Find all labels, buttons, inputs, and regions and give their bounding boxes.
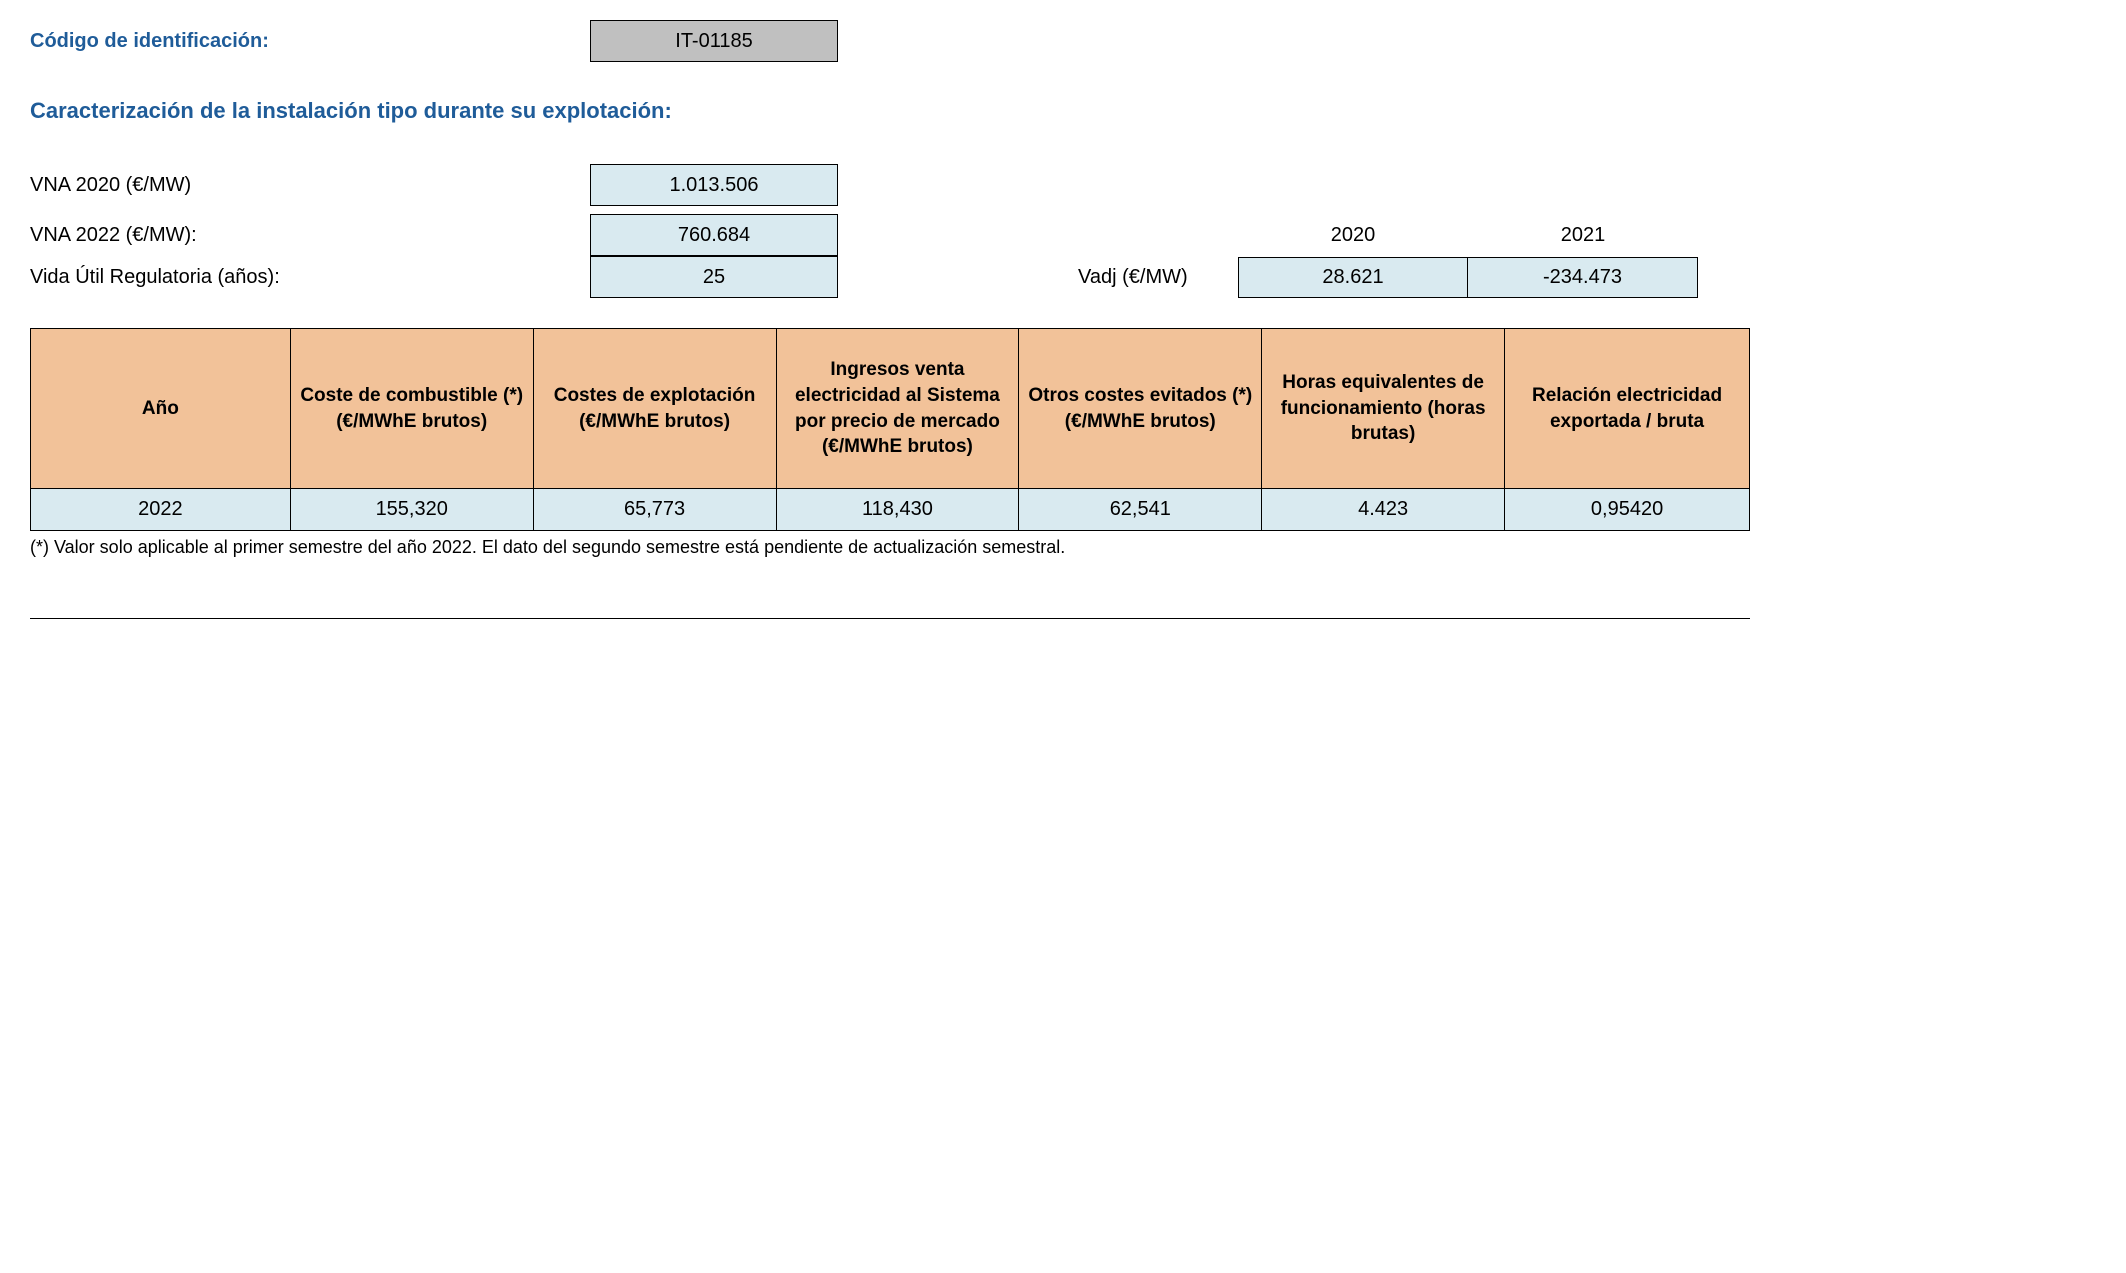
vida-row: Vida Útil Regulatoria (años): 25 Vadj (€… <box>30 256 2096 298</box>
th-fuel-cost: Coste de combustible (*) (€/MWhE brutos) <box>290 329 533 489</box>
main-table: Año Coste de combustible (*) (€/MWhE bru… <box>30 328 1750 531</box>
vna2022-row: VNA 2022 (€/MW): 760.684 2020 2021 <box>30 214 2096 256</box>
vna2020-label: VNA 2020 (€/MW) <box>30 174 590 197</box>
footnote: (*) Valor solo aplicable al primer semes… <box>30 537 2096 558</box>
divider <box>30 618 1750 619</box>
td-fuel-cost: 155,320 <box>290 489 533 531</box>
td-operating-cost: 65,773 <box>533 489 776 531</box>
td-sales-income: 118,430 <box>776 489 1019 531</box>
vna2022-value: 760.684 <box>590 214 838 256</box>
th-export-ratio: Relación electricidad exportada / bruta <box>1505 329 1750 489</box>
th-sales-income: Ingresos venta electricidad al Sistema p… <box>776 329 1019 489</box>
vida-label: Vida Útil Regulatoria (años): <box>30 266 590 289</box>
table-row: 2022 155,320 65,773 118,430 62,541 4.423… <box>31 489 1750 531</box>
vida-value: 25 <box>590 256 838 298</box>
vadj-label: Vadj (€/MW) <box>1078 266 1238 289</box>
td-equiv-hours: 4.423 <box>1262 489 1505 531</box>
td-year: 2022 <box>31 489 291 531</box>
vadj-year1: 2020 <box>1238 224 1468 247</box>
td-avoided-cost: 62,541 <box>1019 489 1262 531</box>
th-equiv-hours: Horas equivalentes de funcionamiento (ho… <box>1262 329 1505 489</box>
id-value-box: IT-01185 <box>590 20 838 62</box>
id-label: Código de identificación: <box>30 30 590 53</box>
vna2022-label: VNA 2022 (€/MW): <box>30 224 590 247</box>
table-header-row: Año Coste de combustible (*) (€/MWhE bru… <box>31 329 1750 489</box>
vadj-year2: 2021 <box>1468 224 1698 247</box>
section-title: Caracterización de la instalación tipo d… <box>30 98 2096 124</box>
vna2020-value: 1.013.506 <box>590 164 838 206</box>
id-row: Código de identificación: IT-01185 <box>30 20 2096 62</box>
vadj-val2: -234.473 <box>1468 257 1698 298</box>
th-year: Año <box>31 329 291 489</box>
th-avoided-cost: Otros costes evitados (*) (€/MWhE brutos… <box>1019 329 1262 489</box>
td-export-ratio: 0,95420 <box>1505 489 1750 531</box>
vna2020-row: VNA 2020 (€/MW) 1.013.506 <box>30 164 2096 206</box>
th-operating-cost: Costes de explotación (€/MWhE brutos) <box>533 329 776 489</box>
vadj-val1: 28.621 <box>1238 257 1468 298</box>
